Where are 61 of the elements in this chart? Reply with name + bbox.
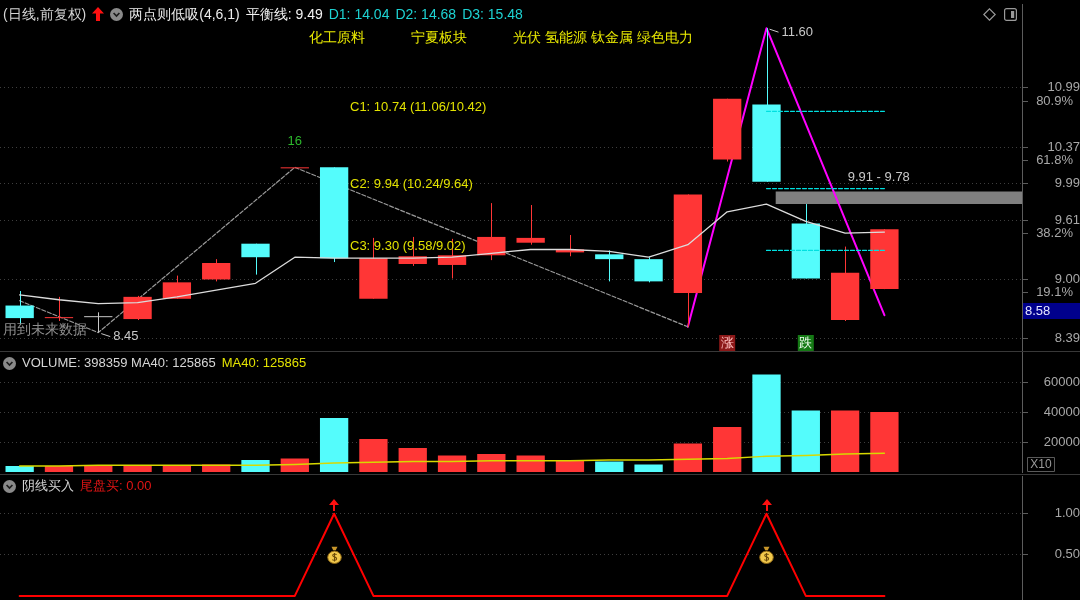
data-label: 11.60 xyxy=(781,23,814,39)
bar xyxy=(319,418,349,472)
bar xyxy=(162,466,192,472)
annotation: 化工原料 xyxy=(309,28,365,46)
y-tick-label: 8.39 xyxy=(1054,329,1080,345)
annotation: C1: 10.74 (11.06/10.42) xyxy=(350,98,487,114)
candlestick xyxy=(44,296,74,322)
y-tick-label: 1.00 xyxy=(1054,505,1080,521)
bar xyxy=(437,455,467,472)
annotation: 用到未来数据 xyxy=(3,320,87,337)
y2-tick-label: 61.8% xyxy=(1036,152,1074,168)
bar xyxy=(673,443,703,472)
bar xyxy=(713,427,742,472)
bar xyxy=(84,466,113,472)
bar xyxy=(595,461,624,472)
annotation: 16 xyxy=(287,132,303,148)
bar xyxy=(398,448,427,472)
annotation: 涨 xyxy=(720,335,734,351)
annotation: 平衡线: 9.49 xyxy=(245,5,323,23)
y-tick-label: 10.37 xyxy=(1047,138,1080,154)
annotation: 尾盘买: 0.00 xyxy=(80,477,152,495)
bar xyxy=(516,455,545,472)
annotation: 跌 xyxy=(799,335,813,351)
y2-tick-label: 80.9% xyxy=(1036,93,1074,109)
annotation: D3: 15.48 xyxy=(462,5,523,23)
bar xyxy=(870,412,899,472)
annotation: VOLUME: 398359 MA40: 125865 xyxy=(22,354,216,372)
annotation: C2: 9.94 (10.24/9.64) xyxy=(350,176,473,192)
y-tick-label: 60000 xyxy=(1043,373,1080,389)
bar xyxy=(477,454,506,472)
y-tick-label: 9.61 xyxy=(1054,212,1080,228)
bar xyxy=(123,466,152,472)
candlestick xyxy=(516,204,545,246)
text: 8.58 xyxy=(1025,303,1051,319)
y-tick-label: 9.99 xyxy=(1054,175,1080,191)
bar xyxy=(359,439,388,472)
annotation: D2: 14.68 xyxy=(395,5,457,23)
y-tick-label: 10.99 xyxy=(1047,78,1080,94)
band-label: 9.91 - 9.78 xyxy=(847,169,910,185)
y2-tick-label: 19.1% xyxy=(1036,284,1074,300)
y-tick-label: 0.50 xyxy=(1054,546,1080,562)
annotation: 宁夏板块 xyxy=(411,28,467,46)
data-label: 8.45 xyxy=(113,328,139,344)
bar xyxy=(555,460,585,472)
annotation: 光伏 氢能源 钛金属 绿色电力 xyxy=(513,28,693,46)
bar xyxy=(830,410,860,472)
text: X10 xyxy=(1030,457,1052,472)
y-tick-label: 20000 xyxy=(1043,433,1080,449)
y2-tick-label: 38.2% xyxy=(1036,225,1074,241)
bar xyxy=(634,464,663,472)
bar xyxy=(5,466,34,472)
annotation: MA40: 125865 xyxy=(221,354,307,372)
chart-title: (日线,前复权) xyxy=(3,5,87,23)
candlestick xyxy=(595,249,624,282)
y-tick-label: 40000 xyxy=(1043,403,1080,419)
chart-subtitle: 两点则低吸(4,6,1) xyxy=(129,5,240,23)
annotation: D1: 14.04 xyxy=(328,5,390,23)
chart-title: 阴线买入 xyxy=(22,477,74,495)
y-tick-label: 9.00 xyxy=(1054,271,1080,287)
bar xyxy=(752,374,781,472)
bar xyxy=(791,410,820,472)
